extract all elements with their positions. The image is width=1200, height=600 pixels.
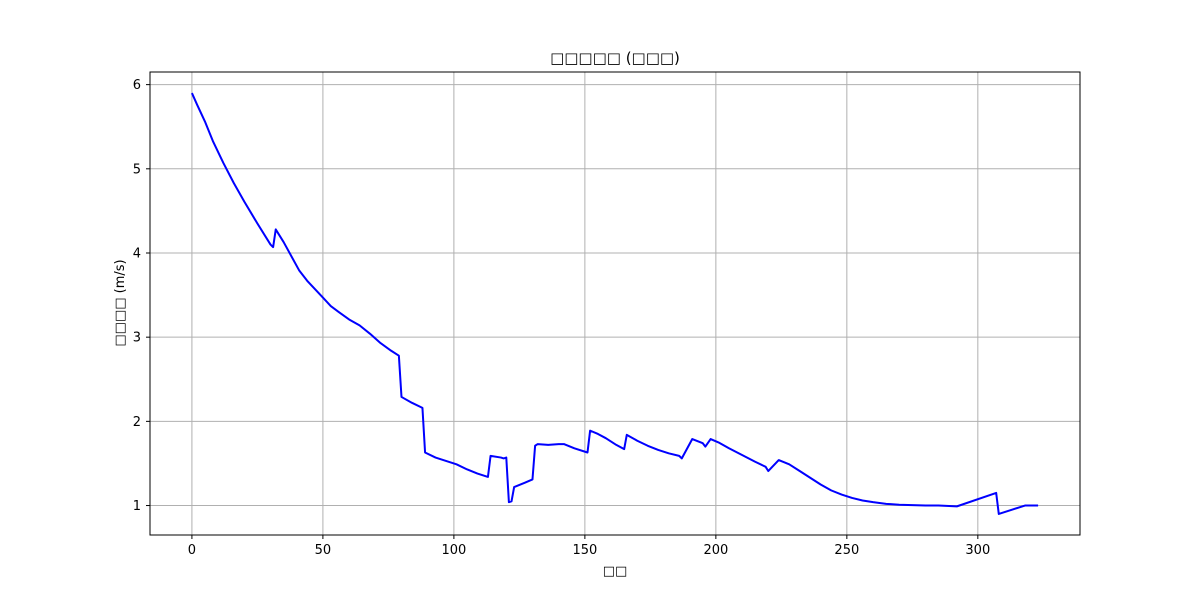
ticks-layer: 0 50 100 150 200 250 300 1 2 3 4 5 6 bbox=[133, 78, 991, 558]
x-tick-label: 300 bbox=[965, 543, 990, 558]
x-tick-label: 150 bbox=[572, 543, 597, 558]
grid-layer bbox=[150, 72, 1080, 535]
series-line bbox=[191, 92, 1039, 515]
y-tick-label: 5 bbox=[133, 162, 141, 177]
plot-area-frame bbox=[149, 71, 1081, 536]
y-tick-label: 1 bbox=[133, 499, 141, 514]
y-tick-label: 3 bbox=[133, 331, 141, 346]
y-axis-label: □□□□ (m/s) bbox=[113, 259, 128, 346]
y-tick-label: 6 bbox=[133, 78, 141, 93]
chart-title: □□□□□ (□□□) bbox=[550, 49, 680, 67]
x-tick-label: 200 bbox=[703, 543, 728, 558]
x-tick-label: 250 bbox=[834, 543, 859, 558]
series-layer bbox=[191, 92, 1039, 515]
x-tick-label: 0 bbox=[188, 543, 196, 558]
y-tick-label: 4 bbox=[133, 246, 141, 261]
y-tick-label: 2 bbox=[133, 415, 141, 430]
x-tick-label: 100 bbox=[441, 543, 466, 558]
x-tick-label: 50 bbox=[315, 543, 332, 558]
x-axis-label: □□ bbox=[603, 564, 628, 579]
